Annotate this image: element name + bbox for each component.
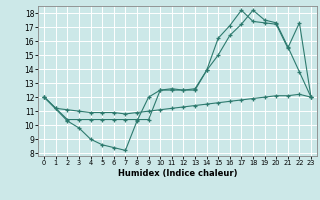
X-axis label: Humidex (Indice chaleur): Humidex (Indice chaleur) bbox=[118, 169, 237, 178]
